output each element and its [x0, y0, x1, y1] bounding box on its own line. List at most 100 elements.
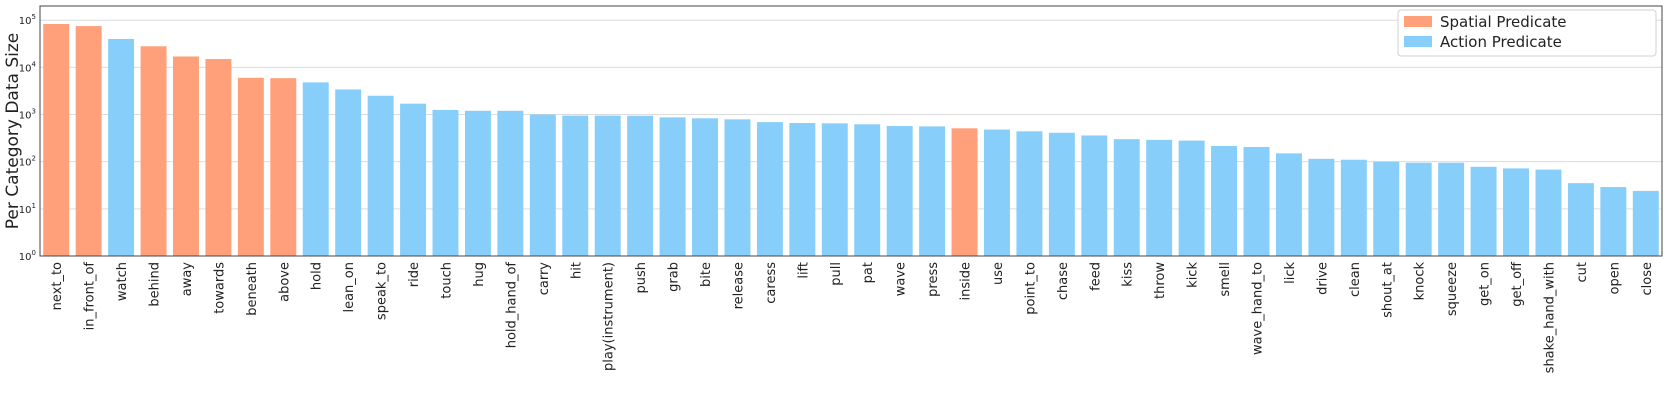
- x-tick-label: ride: [407, 262, 422, 287]
- y-tick-label: 105: [19, 13, 36, 27]
- legend-label-action: Action Predicate: [1440, 33, 1562, 51]
- x-tick-label: squeeze: [1445, 262, 1460, 316]
- bar-caress: [756, 122, 783, 256]
- x-tick-label: press: [926, 262, 941, 297]
- legend: Spatial Predicate Action Predicate: [1397, 9, 1657, 57]
- bar-hold_hand_of: [497, 110, 524, 257]
- x-tick-label: hug: [472, 262, 487, 287]
- x-tick-label: get_off: [1510, 261, 1525, 307]
- bar-play(instrument): [594, 115, 621, 256]
- bar-shake_hand_with: [1535, 169, 1562, 256]
- bar-kiss: [1113, 139, 1140, 256]
- x-tick-label: hit: [569, 262, 584, 279]
- legend-box: [1397, 9, 1657, 57]
- legend-swatch-spatial: [1404, 16, 1432, 27]
- x-tick-label: shake_hand_with: [1542, 262, 1557, 373]
- bar-squeeze: [1438, 162, 1465, 256]
- bar-towards: [205, 59, 232, 256]
- x-tick-label: inside: [959, 262, 974, 301]
- bar-press: [919, 126, 946, 256]
- bar-open: [1600, 187, 1627, 256]
- x-tick-label: hold: [310, 262, 325, 290]
- x-tick-label: lift: [796, 262, 811, 279]
- y-tick-labels: 100 101 102 103 104 105: [19, 13, 37, 263]
- x-tick-label: chase: [1056, 262, 1071, 300]
- x-tick-label: beneath: [245, 262, 260, 316]
- bar-grab: [659, 117, 686, 257]
- bar-hold: [302, 82, 329, 256]
- x-tick-label: watch: [115, 262, 130, 301]
- x-tick-label: towards: [212, 262, 227, 314]
- bar-knock: [1405, 162, 1432, 256]
- y-tick-label: 100: [19, 249, 36, 263]
- x-tick-label: grab: [667, 262, 682, 292]
- bar-away: [173, 56, 199, 257]
- bar-touch: [432, 109, 459, 256]
- y-tick-label: 103: [19, 108, 36, 122]
- x-tick-label: use: [991, 262, 1006, 285]
- x-tick-label: kiss: [1121, 262, 1136, 287]
- x-tick-label: speak_to: [375, 262, 390, 320]
- bar-ride: [400, 103, 427, 257]
- y-tick-label: 104: [19, 60, 37, 74]
- bar-above: [270, 78, 297, 256]
- x-tick-label: knock: [1413, 262, 1428, 301]
- bar-lick: [1275, 153, 1302, 256]
- plot-frame: [39, 5, 1663, 257]
- bar-push: [627, 115, 654, 256]
- x-tick-label: above: [277, 262, 292, 302]
- x-tick-label: throw: [1153, 262, 1168, 299]
- bar-feed: [1081, 135, 1108, 256]
- x-tick-label: feed: [1088, 262, 1103, 291]
- x-tick-label: clean: [1348, 262, 1363, 297]
- x-tick-label: hold_hand_of: [504, 262, 519, 349]
- bar-beneath: [237, 77, 264, 256]
- y-axis-label: Per Category Data Size: [3, 33, 23, 229]
- x-tick-label: close: [1640, 262, 1655, 295]
- bar-use: [984, 129, 1010, 256]
- bar-hug: [464, 110, 491, 257]
- bar-smell: [1211, 146, 1238, 256]
- x-tick-label: drive: [1315, 262, 1330, 295]
- x-tick-label: lean_on: [342, 262, 357, 313]
- bar-speak_to: [367, 95, 394, 257]
- x-tick-labels: next_to in_front_of watch behind away towards…: [50, 261, 1655, 373]
- x-tick-label: away: [180, 262, 195, 297]
- x-tick-label: bite: [699, 262, 714, 287]
- x-tick-label: shout_at: [1380, 262, 1395, 318]
- x-tick-label: push: [634, 262, 649, 294]
- x-tick-label: touch: [440, 262, 455, 299]
- bar-behind: [140, 46, 167, 257]
- bar-wave: [886, 126, 913, 256]
- x-tick-label: wave_hand_to: [1251, 262, 1266, 355]
- x-tick-label: smell: [1218, 262, 1233, 297]
- x-tick-label: open: [1607, 262, 1622, 294]
- y-tick-label: 102: [19, 155, 36, 169]
- x-tick-label: kick: [1186, 262, 1201, 288]
- x-tick-label: caress: [764, 262, 779, 304]
- bar-drive: [1308, 158, 1335, 256]
- bar-throw: [1146, 139, 1173, 256]
- x-tick-label: behind: [148, 262, 163, 307]
- x-tick-label: point_to: [1023, 262, 1038, 315]
- bar-bite: [692, 118, 718, 257]
- bar-get_on: [1470, 166, 1497, 256]
- bar-wave_hand_to: [1243, 146, 1270, 256]
- bar-close: [1632, 190, 1659, 256]
- bar-lean_on: [335, 89, 362, 256]
- x-tick-label: pat: [861, 262, 876, 283]
- x-tick-label: cut: [1575, 262, 1590, 282]
- bar-pull: [821, 123, 848, 256]
- x-tick-label: wave: [894, 262, 909, 296]
- bar-lift: [789, 123, 816, 256]
- x-tick-label: pull: [829, 262, 844, 286]
- bar-clean: [1340, 159, 1367, 256]
- bar-shout_at: [1373, 161, 1400, 256]
- x-tick-label: next_to: [50, 262, 65, 310]
- bar-chase: [1048, 132, 1075, 256]
- bars: [43, 24, 1659, 257]
- bar-release: [724, 119, 751, 256]
- x-tick-label: in_front_of: [83, 262, 98, 331]
- x-tick-label: lick: [1283, 262, 1298, 284]
